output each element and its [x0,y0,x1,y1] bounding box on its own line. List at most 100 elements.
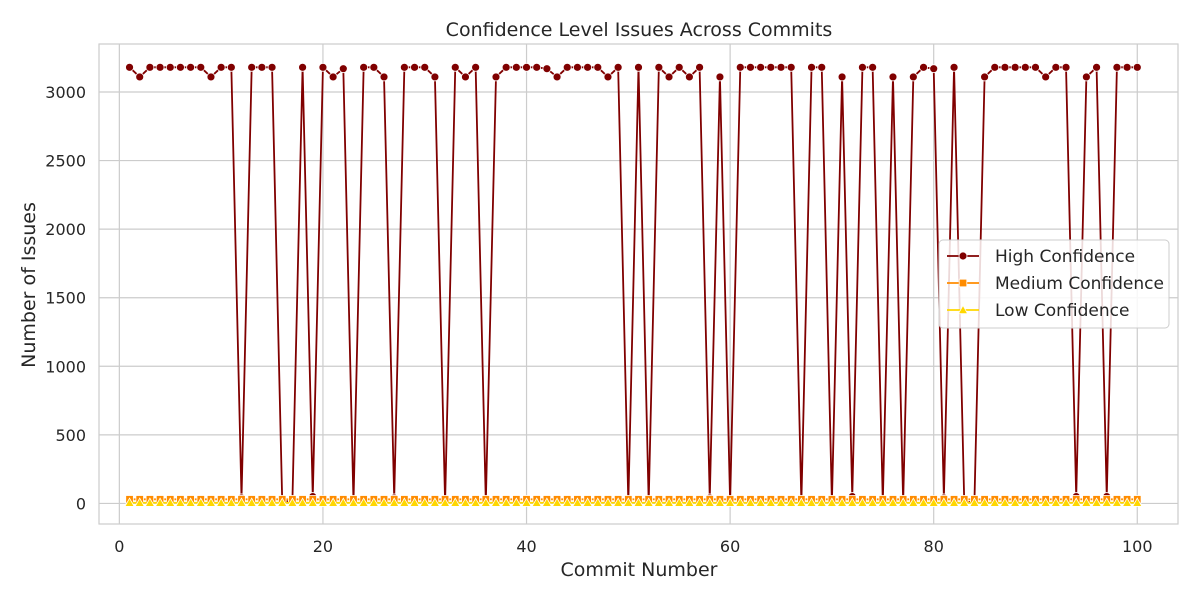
data-point [1020,62,1030,72]
data-point [226,62,236,72]
y-axis-label: Number of Issues [18,202,40,368]
data-point [470,497,481,507]
data-point [785,497,797,507]
data-point [185,497,196,507]
x-tick-label: 0 [114,537,124,556]
data-point [449,497,461,507]
data-point [623,497,634,507]
data-point [359,62,369,72]
data-point [877,497,889,507]
series-layer [124,62,1143,507]
data-point [979,497,990,507]
data-point [582,497,593,507]
data-point [561,497,573,507]
data-point [664,72,674,82]
data-point [175,497,186,507]
y-tick-labels: 0 500 1000 1500 2000 2500 3000 [45,83,86,513]
x-tick-label: 20 [313,537,333,556]
data-point [297,497,308,507]
data-point [918,497,929,507]
series-low-confidence [124,497,1143,507]
data-point [836,497,848,507]
data-point [461,72,470,82]
data-point [1111,497,1123,507]
y-tick-label: 3000 [45,83,86,102]
data-point [551,497,563,507]
data-point [176,62,185,72]
data-point [562,62,572,72]
data-point [317,497,329,507]
data-point [695,62,704,72]
data-point [755,497,766,507]
data-point [1070,497,1082,507]
data-point [542,64,552,74]
data-point [807,62,816,72]
data-point [419,497,431,507]
data-point [1101,497,1113,507]
legend-label: Low Confidence [995,301,1129,321]
legend-box [938,239,1170,329]
data-point [908,72,918,82]
data-point [858,62,867,72]
legend: High Confidence Medium Confidence Low Conf… [938,239,1170,329]
data-point [857,497,868,507]
data-point [745,497,756,507]
data-point [887,497,899,507]
data-point [1132,497,1143,507]
data-point [420,62,430,72]
data-point [643,497,654,507]
data-point [338,64,348,74]
data-point [958,497,970,507]
data-point [196,62,206,72]
data-point [684,497,695,507]
data-point [257,62,267,72]
data-point [155,62,165,72]
legend-item: Low Confidence [947,301,1129,321]
data-point [897,497,909,507]
data-point [1092,62,1101,72]
data-point [776,62,786,72]
data-point [673,497,685,507]
data-point [215,497,227,507]
data-point [928,497,939,507]
data-point [216,62,226,72]
data-point [826,497,838,507]
data-point [654,62,664,72]
data-point [195,497,207,507]
legend-item: Medium Confidence [947,274,1164,294]
data-point [746,62,755,72]
data-point [541,497,553,507]
data-point [318,62,328,72]
data-point [765,497,777,507]
y-tick-label: 1500 [45,289,86,308]
data-point [378,497,390,507]
data-point [429,497,441,507]
data-point [775,497,787,507]
data-point [929,64,939,74]
data-point [756,62,766,72]
y-tick-label: 2000 [45,220,86,239]
data-point [1081,72,1091,82]
chart-title: Confidence Level Issues Across Commits [446,19,833,41]
data-point [603,72,613,82]
y-tick-label: 2500 [45,152,86,171]
legend-item: High Confidence [947,247,1135,267]
data-point [379,72,389,82]
data-point [522,62,531,72]
data-point [511,497,522,507]
data-point [1051,62,1061,72]
data-point [1041,72,1051,82]
data-point [1081,497,1092,507]
legend-marker [958,278,968,288]
data-point [663,497,675,507]
data-point [206,72,216,82]
data-point [714,497,726,507]
data-point [186,62,196,72]
data-point [908,497,919,507]
data-point [573,62,582,72]
data-point [358,497,369,507]
legend-label: High Confidence [995,247,1135,267]
data-point [124,497,135,507]
data-point [999,497,1011,507]
